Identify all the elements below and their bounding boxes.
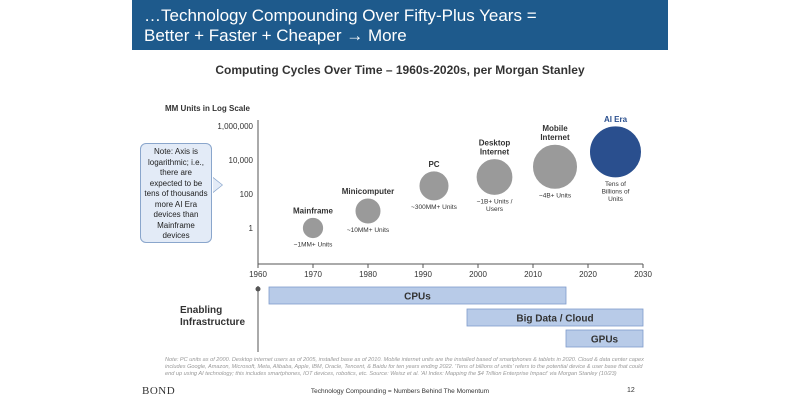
bubble-name-label: Mainframe — [293, 206, 334, 215]
x-tick-label: 1980 — [359, 270, 377, 279]
y-tick-label: 1,000,000 — [217, 122, 253, 131]
x-tick-label: 2030 — [634, 270, 652, 279]
x-tick-label: 1960 — [249, 270, 267, 279]
bubble-mobile-internet — [531, 143, 579, 190]
bar-label: Big Data / Cloud — [516, 314, 593, 325]
header-line-2: Better + Faster + Cheaper → More — [144, 26, 407, 45]
enabling-infrastructure-label: Enabling Infrastructure — [180, 305, 246, 328]
bubble-units-label: ~1B+ Units / — [477, 198, 513, 205]
bubble-name-label: AI Era — [604, 115, 628, 124]
x-tick-label: 1990 — [414, 270, 432, 279]
y-axis-ticks: 1 100 10,000 1,000,000 — [217, 122, 253, 233]
bubble-name-label: Internet — [480, 148, 510, 157]
bar-gpus — [565, 329, 644, 348]
infrastructure-axis-dot — [255, 286, 261, 292]
x-tick-label: 1970 — [304, 270, 322, 279]
footer-title: Technology Compounding = Numbers Behind … — [310, 388, 490, 395]
footnote: Note: PC units as of 2000. Desktop inter… — [165, 357, 644, 377]
bubble-mainframe — [301, 216, 325, 240]
header-line-1: …Technology Compounding Over Fifty-Plus … — [144, 6, 537, 25]
chart-title: Computing Cycles Over Time – 1960s-2020s… — [215, 63, 585, 77]
x-tick-label: 2000 — [469, 270, 487, 279]
bond-logo: BOND — [142, 385, 176, 397]
bubble-name-label: Desktop — [479, 139, 511, 148]
x-tick-label: 2010 — [524, 270, 542, 279]
bubble-units-label: ~1MM+ Units — [294, 242, 333, 249]
bubble-desktop-internet — [475, 158, 514, 196]
log-axis-note: Note: Axis is logarithmic; i.e., there a… — [140, 143, 212, 243]
bubble-pc — [418, 170, 450, 202]
bar-label: CPUs — [404, 292, 431, 303]
bubble-name-label: PC — [428, 160, 439, 169]
bubble-ai-era — [589, 125, 642, 179]
bubble-units-label: Billions of — [602, 188, 630, 195]
bar-label: GPUs — [591, 335, 619, 346]
y-tick-label: 10,000 — [229, 156, 254, 165]
bubble-units-label: Units — [608, 196, 624, 203]
note-arrow — [213, 178, 222, 192]
x-tick-label: 2020 — [579, 270, 597, 279]
header-banner: …Technology Compounding Over Fifty-Plus … — [132, 0, 668, 50]
bubble-units-label: ~4B+ Units — [539, 192, 572, 199]
page-number: 12 — [627, 387, 635, 394]
bubble-units-label: Users — [486, 206, 504, 213]
bubble-name-label: Mobile — [542, 124, 568, 133]
bubble-units-label: ~300MM+ Units — [411, 204, 458, 211]
bubbles: Mainframe ~1MM+ Units Minicomputer ~10MM+ U… — [293, 115, 642, 249]
bubble-name-label: Internet — [540, 133, 570, 142]
y-tick-label: 1 — [249, 224, 254, 233]
bubble-units-label: ~10MM+ Units — [347, 227, 390, 234]
bubble-minicomputer — [354, 197, 382, 225]
bar-cpus — [268, 286, 567, 305]
y-tick-label: 100 — [240, 190, 254, 199]
bar-big-data-cloud — [466, 308, 644, 327]
bubble-name-label: Minicomputer — [342, 187, 394, 196]
y-axis-label: MM Units in Log Scale — [165, 104, 250, 113]
bubble-units-label: Tens of — [605, 181, 626, 188]
infrastructure-bars: CPUs Big Data / Cloud GPUs — [268, 286, 644, 348]
x-axis-ticks: 1960 1970 1980 1990 2000 2010 2020 2030 — [249, 264, 652, 279]
